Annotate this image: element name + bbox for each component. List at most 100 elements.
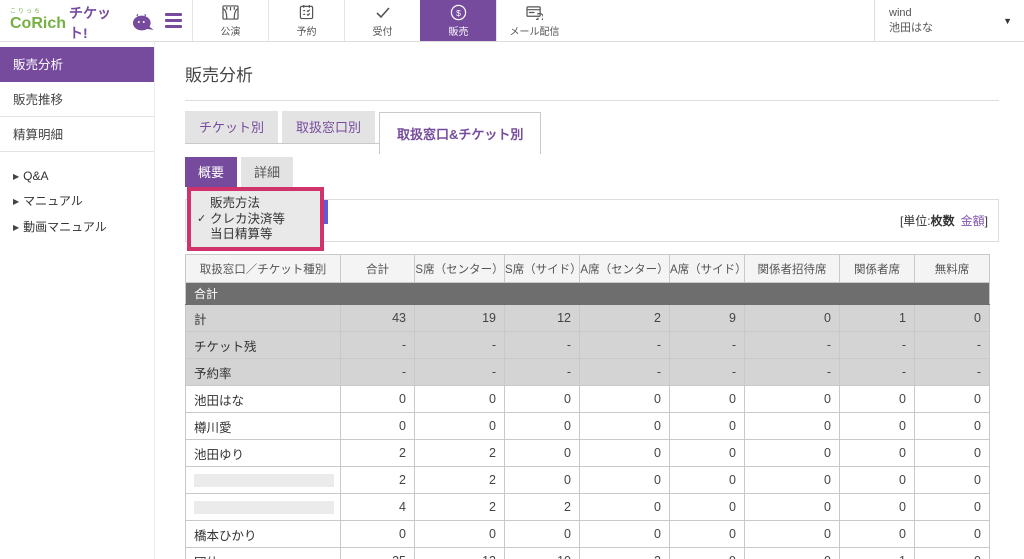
row-label: 計 xyxy=(185,304,341,332)
sidebar-item-settlement-details[interactable]: 精算明細 xyxy=(0,117,154,152)
cell-value: 0 xyxy=(504,412,580,440)
section-row-total: 合計 xyxy=(185,282,990,305)
cell-value: 0 xyxy=(839,439,915,467)
cell-value: - xyxy=(744,358,840,386)
cell-value: 0 xyxy=(669,412,745,440)
tab-by-outlet[interactable]: 取扱窓口別 xyxy=(282,111,376,143)
hamburger-menu-icon[interactable] xyxy=(155,0,192,41)
sidebar-item-sales-trend[interactable]: 販売推移 xyxy=(0,82,154,117)
cell-value: 9 xyxy=(669,304,745,332)
cell-value: 0 xyxy=(744,439,840,467)
cell-value: 0 xyxy=(669,493,745,521)
cell-value: 0 xyxy=(414,412,505,440)
row-label-redacted xyxy=(185,493,341,521)
sidebar-item-sales-analysis[interactable]: 販売分析 xyxy=(0,47,154,82)
top-nav-item-sales[interactable]: $ 販売 xyxy=(420,0,496,41)
cell-value: 2 xyxy=(340,466,415,494)
mail-icon xyxy=(526,4,543,21)
dropdown-option-label: 当日精算等 xyxy=(210,227,273,241)
svg-text:$: $ xyxy=(456,7,461,17)
subtab-detail[interactable]: 詳細 xyxy=(241,157,294,187)
cell-value: - xyxy=(579,331,670,359)
cell-value: - xyxy=(669,358,745,386)
dropdown-option[interactable]: 販売方法 xyxy=(197,196,314,212)
cell-value: 0 xyxy=(669,466,745,494)
table-row: チケット残 - - - - - - - - xyxy=(185,331,990,359)
top-nav-label: 予約 xyxy=(296,26,317,38)
row-label: 橋本ひかり xyxy=(185,520,341,548)
logo-ticket: チケット! xyxy=(69,5,111,41)
cell-value: 0 xyxy=(839,520,915,548)
column-header: A席（センター） xyxy=(579,254,670,283)
unit-label-open: [単位: xyxy=(899,214,931,228)
top-bar: こりっち CoRich チケット! 公演 予約 受付 $ 販売 メール配信 wind 池田… xyxy=(0,0,1024,42)
cell-value: 0 xyxy=(504,520,580,548)
cell-value: 4 xyxy=(340,493,415,521)
dropdown-option-label: 販売方法 xyxy=(210,196,261,210)
cell-value: 0 xyxy=(744,385,840,413)
user-org: wind xyxy=(889,6,912,19)
logo-furigana: こりっち xyxy=(10,9,43,15)
triangle-right-icon: ▶ xyxy=(13,197,20,206)
cell-value: - xyxy=(914,331,990,359)
tab-panel: 概要 詳細 [単位: 枚数 金額] 販売方法 ✓ クレカ決済等 当日精算等 取扱窓口／チケッ… xyxy=(185,154,999,559)
top-nav-item-reception[interactable]: 受付 xyxy=(344,0,420,41)
sidebar-link-video-manual[interactable]: ▶ 動画マニュアル xyxy=(13,220,107,234)
cell-value: 0 xyxy=(414,520,505,548)
row-label: 池田ゆり xyxy=(185,439,341,467)
checkmark-icon: ✓ xyxy=(197,212,207,225)
tab-by-ticket[interactable]: チケット別 xyxy=(185,111,279,143)
checkmark-placeholder xyxy=(197,227,210,243)
cell-value: - xyxy=(839,358,915,386)
inactive-tabs-group: チケット別 取扱窓口別 xyxy=(185,111,380,144)
tab-by-outlet-and-ticket[interactable]: 取扱窓口&チケット別 xyxy=(379,112,542,154)
cell-value: 0 xyxy=(914,412,990,440)
cell-value: 9 xyxy=(669,547,745,559)
cell-value: 1 xyxy=(839,547,915,559)
dropdown-option[interactable]: ✓ クレカ決済等 xyxy=(197,212,314,228)
cell-value: 0 xyxy=(744,547,840,559)
cell-value: 0 xyxy=(744,493,840,521)
top-nav-label: 販売 xyxy=(448,26,469,38)
sidebar-link-qa[interactable]: ▶ Q&A xyxy=(13,169,49,183)
top-nav-item-reservations[interactable]: 予約 xyxy=(268,0,344,41)
cell-value: 35 xyxy=(340,547,415,559)
dropdown-option[interactable]: 当日精算等 xyxy=(197,227,314,243)
cell-value: - xyxy=(414,331,505,359)
main-content: 販売分析 チケット別 取扱窓口別 取扱窓口&チケット別 概要 詳細 [単位: 枚数 金額]… xyxy=(155,42,1024,559)
unit-amount-link[interactable]: 金額 xyxy=(960,214,985,228)
row-label: チケット残 xyxy=(185,331,341,359)
cell-value: 1 xyxy=(839,304,915,332)
column-header: A席（サイド） xyxy=(669,254,747,283)
cell-value: 10 xyxy=(504,547,580,559)
column-header: 無料席 xyxy=(914,254,990,283)
calendar-icon xyxy=(299,4,314,21)
cell-value: - xyxy=(669,331,745,359)
table-row: 橋本ひかり 0 0 0 0 0 0 0 0 xyxy=(185,520,990,548)
logo-corich: CoRich xyxy=(10,15,66,32)
sidebar-link-manual[interactable]: ▶ マニュアル xyxy=(13,194,83,208)
unit-label-close: ] xyxy=(984,213,988,228)
cell-value: 0 xyxy=(504,439,580,467)
user-info: wind 池田はな xyxy=(889,6,933,36)
top-nav-item-performances[interactable]: 公演 xyxy=(192,0,268,41)
user-menu[interactable]: wind 池田はな ▼ xyxy=(874,0,1024,41)
cell-value: - xyxy=(414,358,505,386)
column-header: S席（サイド） xyxy=(504,254,582,283)
cell-value: - xyxy=(340,331,415,359)
cell-value: - xyxy=(504,331,580,359)
row-label: 樽川愛 xyxy=(185,412,341,440)
cell-value: 0 xyxy=(914,439,990,467)
cell-value: 2 xyxy=(579,547,670,559)
cell-value: 0 xyxy=(340,412,415,440)
cell-value: 0 xyxy=(579,520,670,548)
subtab-overview[interactable]: 概要 xyxy=(185,157,238,187)
top-nav-item-mail-delivery[interactable]: メール配信 xyxy=(496,0,572,41)
cell-value: 0 xyxy=(669,439,745,467)
cell-value: 0 xyxy=(579,385,670,413)
curtain-icon xyxy=(222,4,239,21)
cell-value: 2 xyxy=(414,439,505,467)
app-logo[interactable]: こりっち CoRich チケット! xyxy=(0,0,155,41)
subtab-bar: 概要 詳細 xyxy=(185,157,999,187)
